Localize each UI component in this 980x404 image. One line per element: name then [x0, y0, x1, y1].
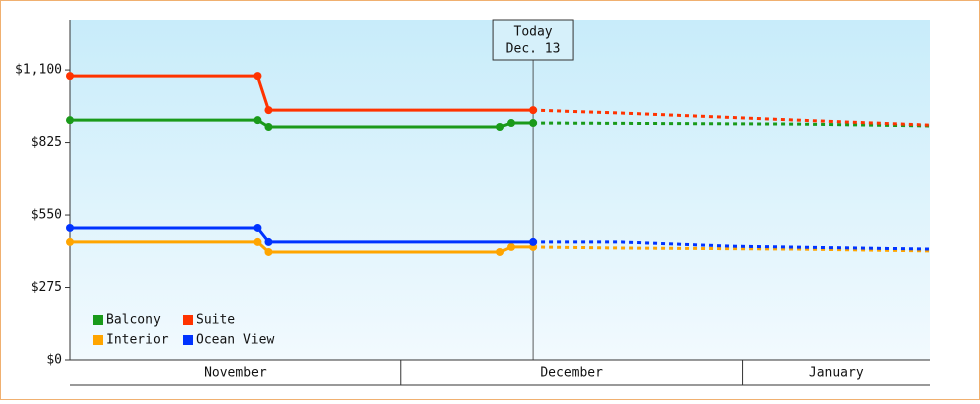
- y-tick-label: $275: [31, 280, 62, 295]
- legend-swatch: [93, 335, 103, 345]
- x-band-label: December: [540, 366, 603, 381]
- today-box: [492, 19, 574, 61]
- series-line: [70, 226, 534, 244]
- point: [264, 106, 273, 115]
- point: [66, 237, 74, 246]
- today-label: Dec. 13: [506, 42, 561, 57]
- series-line: [70, 74, 534, 112]
- point: [507, 242, 516, 251]
- point: [496, 123, 504, 132]
- forecast-line: [533, 108, 931, 127]
- forecast-line: [533, 240, 931, 251]
- plot-area: [70, 20, 930, 360]
- x-band-label: November: [204, 366, 267, 381]
- legend-swatch: [183, 315, 193, 325]
- point: [66, 223, 74, 232]
- y-tick-label: $0: [46, 353, 62, 368]
- point: [66, 72, 74, 81]
- point: [507, 119, 516, 128]
- y-tick-label: $1,100: [15, 63, 62, 78]
- legend-label: Ocean View: [196, 333, 274, 348]
- legend-label: Balcony: [106, 313, 161, 328]
- point: [529, 119, 538, 128]
- legend-label: Suite: [196, 313, 235, 328]
- point: [264, 123, 273, 132]
- point: [253, 237, 262, 246]
- point: [264, 237, 273, 246]
- x-band-label: January: [809, 366, 864, 381]
- point: [496, 247, 504, 256]
- point: [253, 116, 262, 125]
- legend-label: Interior: [106, 333, 169, 348]
- point: [253, 72, 262, 81]
- forecast-line: [533, 121, 931, 128]
- y-tick-label: $550: [31, 208, 62, 223]
- point: [264, 247, 273, 256]
- point: [253, 223, 262, 232]
- point: [529, 237, 538, 246]
- today-label: Today: [514, 25, 553, 40]
- point: [529, 106, 538, 115]
- point: [66, 116, 74, 125]
- forecast-line: [533, 245, 931, 253]
- legend-swatch: [93, 315, 103, 325]
- y-tick-label: $825: [31, 135, 62, 150]
- legend-swatch: [183, 335, 193, 345]
